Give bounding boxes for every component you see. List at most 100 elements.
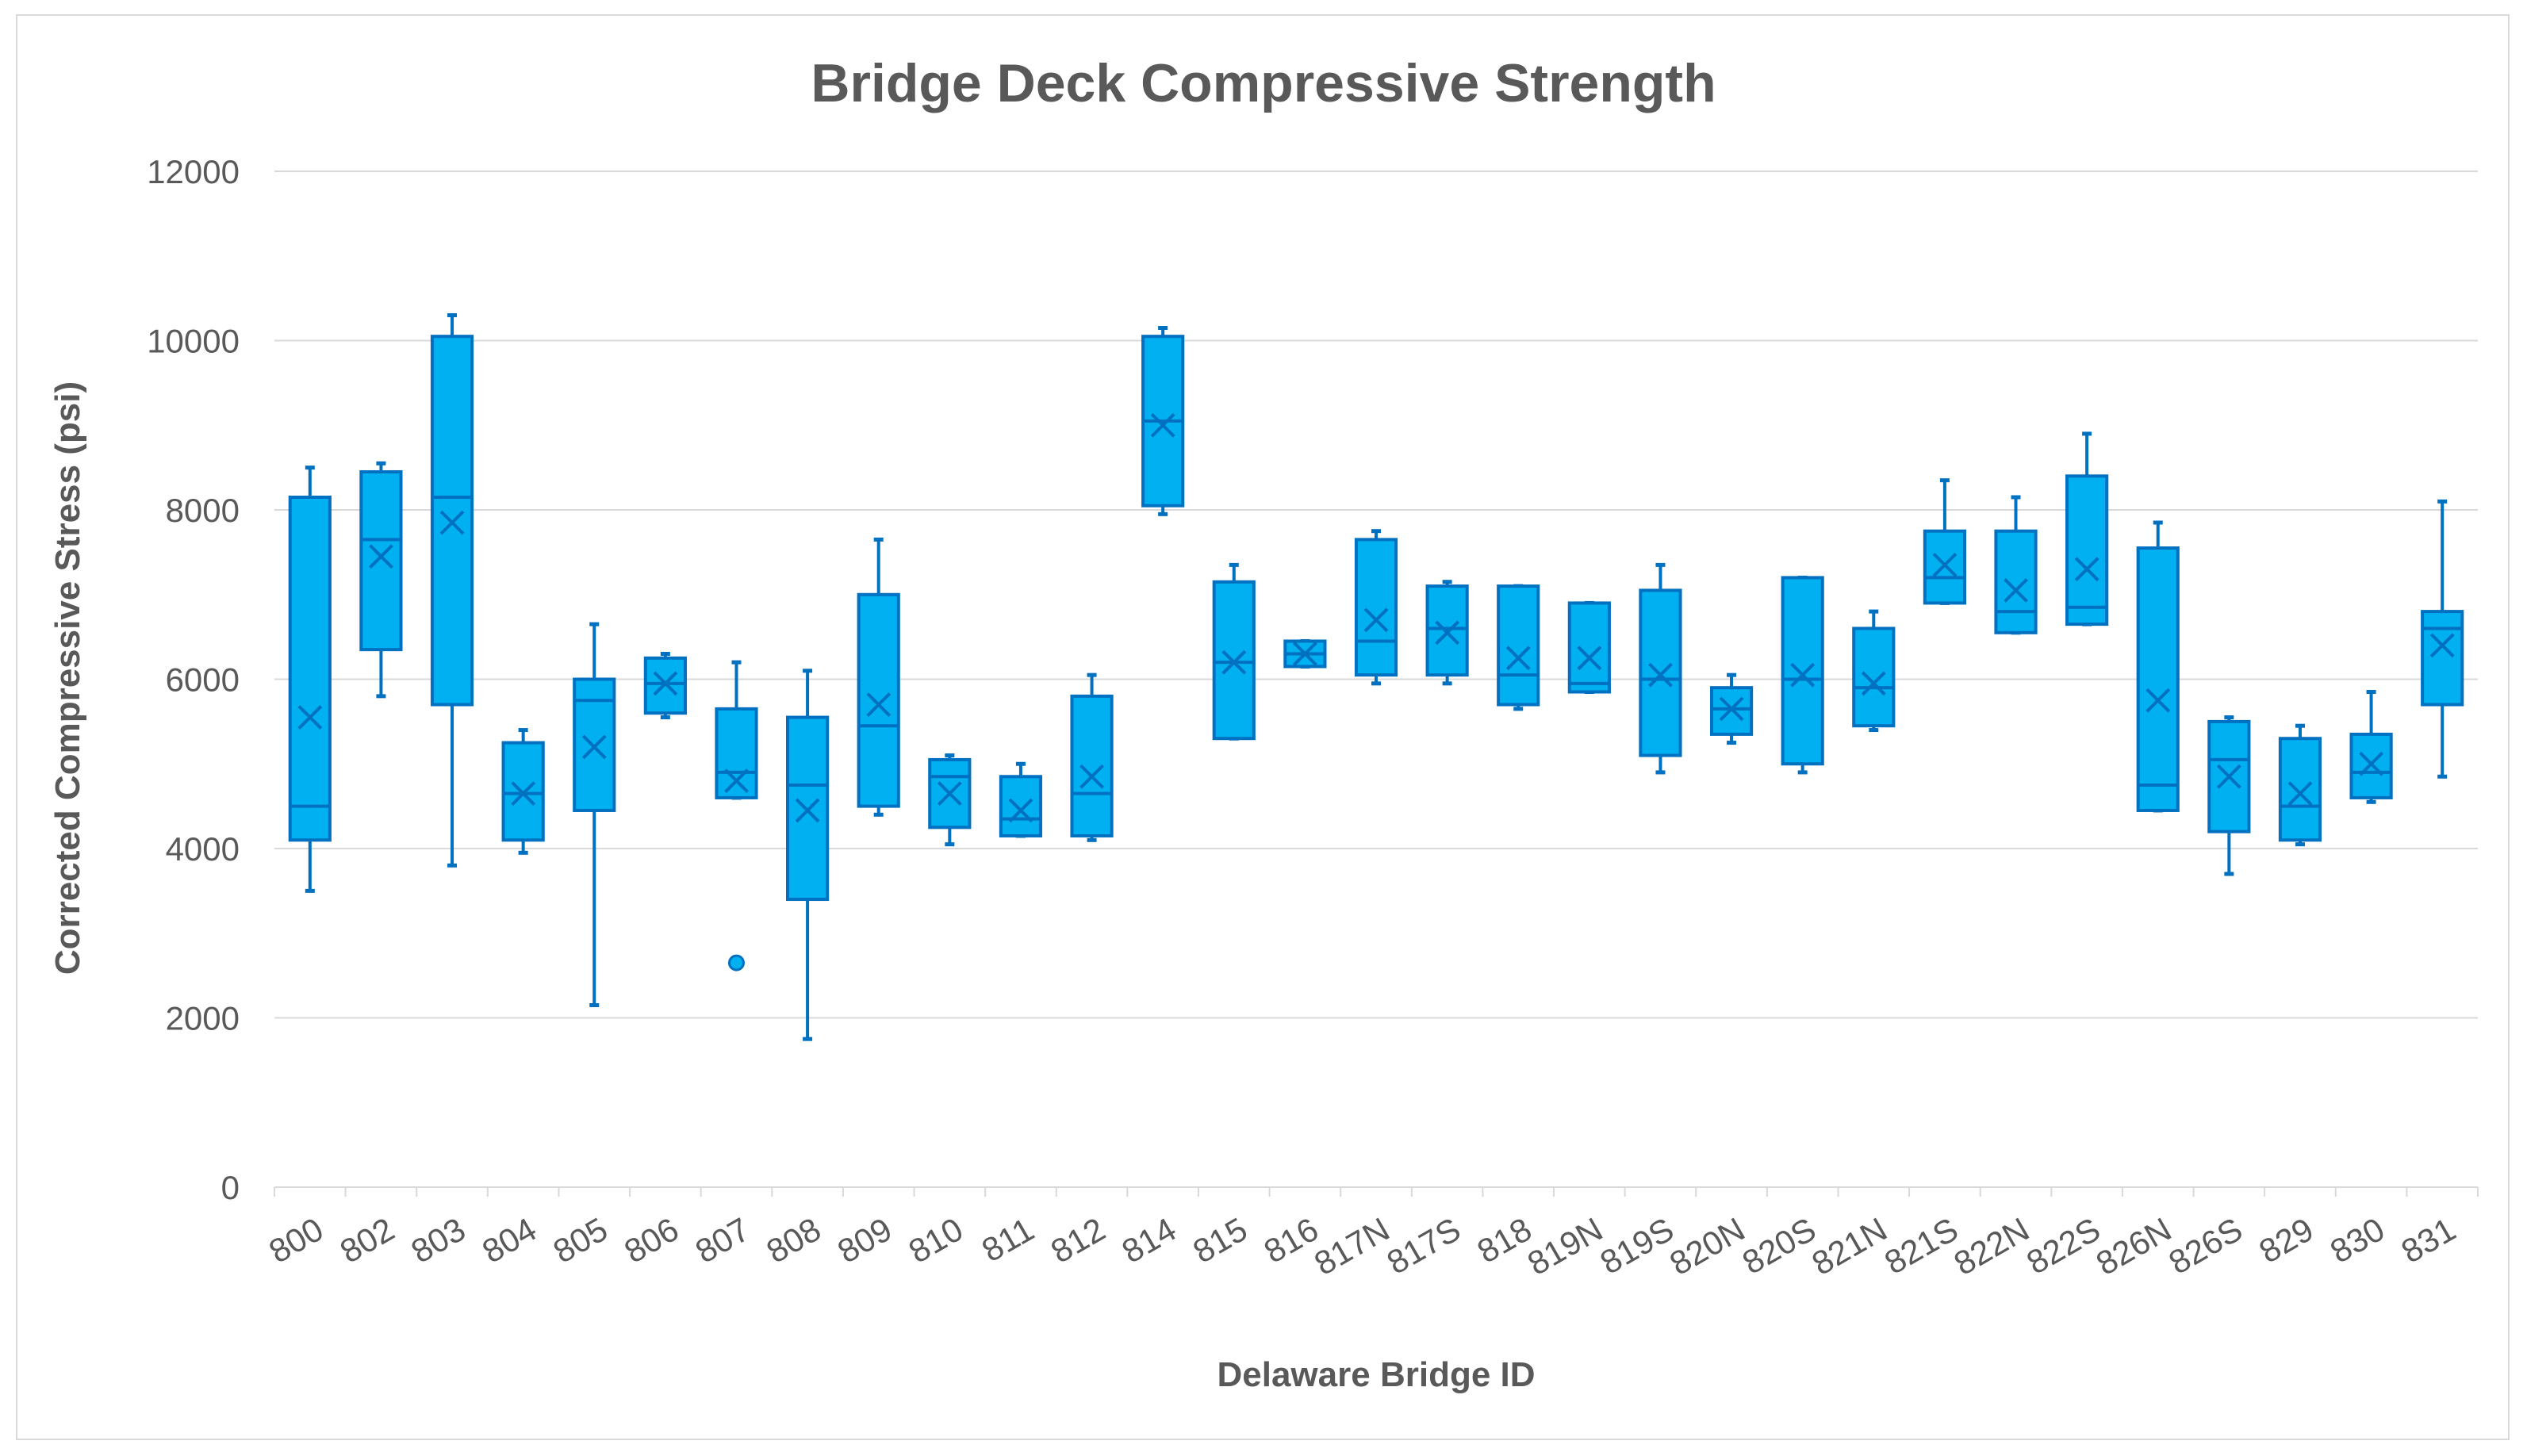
mean-marker bbox=[1932, 552, 1958, 577]
x-tick-label-819S: 819S bbox=[1594, 1210, 1680, 1282]
x-tick-label-830: 830 bbox=[2324, 1210, 2391, 1270]
box-805 bbox=[573, 622, 616, 1007]
box-802 bbox=[359, 461, 403, 699]
box-811 bbox=[999, 761, 1043, 838]
x-tick-label-826S: 826S bbox=[2162, 1210, 2248, 1282]
mean-marker bbox=[724, 768, 749, 794]
y-tick-label-12000: 12000 bbox=[147, 153, 240, 190]
y-axis-ticks: 0 2000 4000 6000 8000 10000 12000 bbox=[147, 153, 240, 1206]
box-806 bbox=[643, 651, 687, 720]
x-tick-label-800: 800 bbox=[263, 1210, 329, 1270]
mean-marker bbox=[2429, 633, 2455, 658]
box-822S bbox=[2065, 431, 2109, 626]
mean-marker bbox=[439, 510, 465, 535]
x-tick-label-811: 811 bbox=[976, 1210, 1040, 1269]
x-tick-label-808: 808 bbox=[760, 1210, 826, 1270]
x-axis-title: Delaware Bridge ID bbox=[1217, 1355, 1535, 1394]
x-tick-label-819N: 819N bbox=[1521, 1210, 1609, 1282]
box-815 bbox=[1212, 562, 1256, 741]
box-803 bbox=[430, 312, 474, 868]
box-iqr bbox=[2278, 737, 2322, 842]
box-iqr bbox=[1070, 694, 1114, 837]
box-814 bbox=[1141, 325, 1185, 516]
box-826S bbox=[2207, 715, 2251, 876]
mean-marker bbox=[1008, 798, 1033, 823]
box-821S bbox=[1923, 478, 1966, 605]
y-tick-label-10000: 10000 bbox=[147, 323, 240, 360]
box-809 bbox=[857, 537, 900, 817]
box-822N bbox=[1994, 495, 2038, 635]
x-tick-label-806: 806 bbox=[618, 1210, 684, 1270]
box-817S bbox=[1425, 580, 1469, 686]
mean-marker bbox=[937, 781, 962, 807]
y-tick-label-8000: 8000 bbox=[166, 492, 240, 529]
box-830 bbox=[2349, 690, 2393, 804]
y-tick-label-2000: 2000 bbox=[166, 1000, 240, 1037]
mean-marker bbox=[1292, 642, 1317, 666]
x-tick-label-804: 804 bbox=[476, 1210, 543, 1270]
box-826N bbox=[2136, 520, 2180, 813]
mean-marker bbox=[1861, 671, 1886, 696]
y-tick-label-6000: 6000 bbox=[166, 661, 240, 699]
chart-title: Bridge Deck Compressive Strength bbox=[811, 53, 1716, 113]
mean-marker bbox=[1079, 764, 1104, 789]
mean-marker bbox=[2216, 764, 2241, 789]
mean-marker bbox=[795, 798, 820, 823]
box-820N bbox=[1709, 672, 1754, 745]
mean-marker bbox=[511, 781, 536, 807]
x-tick-label-820S: 820S bbox=[1736, 1210, 1822, 1282]
box-818 bbox=[1497, 584, 1540, 711]
mean-marker bbox=[369, 544, 393, 569]
box-iqr bbox=[2065, 474, 2109, 626]
y-tick-label-0: 0 bbox=[221, 1169, 240, 1206]
box-819N bbox=[1567, 600, 1611, 695]
box-iqr bbox=[288, 495, 332, 842]
mean-marker bbox=[1719, 696, 1744, 722]
box-iqr bbox=[857, 592, 900, 808]
chart-frame bbox=[16, 14, 2510, 1440]
mean-marker bbox=[2287, 781, 2313, 807]
x-tick-label-822N: 822N bbox=[1948, 1210, 2035, 1282]
x-tick-label-829: 829 bbox=[2253, 1210, 2319, 1270]
box-iqr bbox=[1497, 584, 1540, 707]
x-tick-label-826N: 826N bbox=[2090, 1210, 2177, 1282]
gridlines bbox=[274, 171, 2478, 1188]
x-axis-ticks: 800 802 803 804 805 806 807 808 809 810 811 812 814 8… bbox=[263, 1187, 2479, 1282]
box-831 bbox=[2421, 499, 2464, 779]
box-821N bbox=[1852, 609, 1896, 733]
box-807 bbox=[715, 660, 758, 971]
box-816 bbox=[1283, 638, 1327, 669]
x-tick-label-809: 809 bbox=[831, 1210, 898, 1270]
box-810 bbox=[928, 753, 972, 847]
x-tick-label-807: 807 bbox=[689, 1210, 756, 1270]
box-iqr bbox=[359, 469, 403, 652]
mean-marker bbox=[2074, 557, 2099, 582]
x-tick-label-817N: 817N bbox=[1308, 1210, 1395, 1282]
x-tick-label-802: 802 bbox=[334, 1210, 401, 1270]
box-iqr bbox=[1781, 576, 1824, 766]
mean-marker bbox=[297, 705, 323, 730]
x-tick-label-815: 815 bbox=[1187, 1210, 1253, 1270]
x-tick-label-821N: 821N bbox=[1805, 1210, 1892, 1282]
box-iqr bbox=[999, 775, 1043, 837]
box-iqr bbox=[1852, 626, 1896, 728]
mean-marker bbox=[1221, 649, 1247, 675]
box-iqr bbox=[1994, 529, 2038, 634]
mean-marker bbox=[1505, 646, 1531, 671]
box-iqr bbox=[2136, 546, 2180, 812]
mean-marker bbox=[2359, 751, 2383, 776]
box-series bbox=[288, 312, 2464, 1041]
y-axis-title: Corrected Compressive Stress (psi) bbox=[48, 381, 87, 975]
mean-marker bbox=[653, 671, 678, 696]
mean-marker bbox=[1577, 646, 1602, 671]
box-iqr bbox=[1212, 580, 1256, 741]
box-iqr bbox=[1567, 601, 1611, 694]
mean-marker bbox=[1648, 662, 1673, 688]
x-tick-label-810: 810 bbox=[903, 1210, 969, 1270]
box-804 bbox=[501, 728, 545, 855]
x-tick-label-814: 814 bbox=[1115, 1210, 1182, 1270]
mean-marker bbox=[1790, 662, 1816, 688]
x-tick-label-820N: 820N bbox=[1663, 1210, 1750, 1282]
box-800 bbox=[288, 466, 332, 893]
